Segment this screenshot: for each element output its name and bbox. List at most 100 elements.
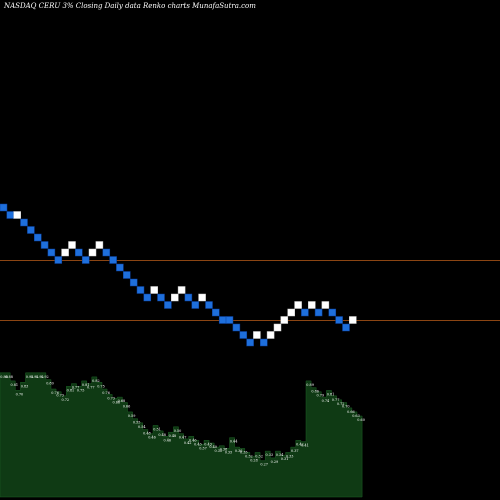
renko-brick-down: [260, 338, 268, 347]
chart-title: NASDAQ CERU 3% Closing Daily data Renko …: [3, 2, 256, 10]
volume-label: 0.55: [133, 421, 141, 425]
renko-brick-down: [184, 293, 193, 302]
volume-label: 0.48: [158, 433, 166, 437]
volume-label: 0.31: [281, 457, 289, 461]
volume-label: 0.88: [0, 375, 8, 379]
volume-label: 0.48: [143, 432, 151, 436]
volume-label: 0.33: [266, 453, 274, 457]
volume-label: 0.47: [179, 436, 187, 440]
volume-label: 0.46: [148, 436, 156, 440]
renko-brick-up: [253, 331, 261, 339]
renko-brick-down: [34, 233, 42, 242]
renko-brick-down: [54, 256, 63, 264]
volume-label: 0.92: [41, 375, 49, 379]
volume-label: 0.83: [21, 384, 29, 388]
volume-label: 0.86: [311, 390, 319, 394]
renko-brick-down: [239, 331, 248, 339]
volume-label: 0.70: [16, 392, 24, 396]
volume-label: 0.27: [260, 463, 268, 467]
renko-brick-down: [157, 293, 165, 302]
volume-label: 0.80: [46, 382, 54, 386]
volume-label: 0.54: [138, 425, 146, 429]
renko-brick-down: [136, 286, 145, 294]
volume-label: 0.79: [317, 394, 325, 398]
volume-label: 0.70: [342, 405, 350, 409]
volume-label: 0.89: [306, 383, 314, 387]
renko-brick-down: [212, 308, 220, 317]
volume-label: 0.82: [92, 379, 100, 383]
renko-brick-up: [198, 293, 206, 302]
renko-brick-down: [301, 308, 309, 317]
volume-label: 0.68: [118, 399, 126, 403]
renko-brick-up: [349, 316, 357, 324]
volume-label: 0.81: [327, 392, 335, 396]
renko-brick-up: [287, 308, 295, 317]
renko-brick-down: [20, 218, 28, 227]
volume-label: 0.92: [36, 375, 44, 379]
volume-label: 0.51: [153, 427, 161, 431]
renko-brick-up: [171, 293, 179, 302]
renko-brick-up: [308, 301, 316, 309]
renko-brick-down: [116, 263, 124, 272]
renko-brick-down: [123, 271, 131, 279]
volume-label: 0.75: [77, 388, 85, 392]
volume-label: 0.73: [107, 396, 115, 400]
volume-label: 0.77: [332, 398, 340, 402]
volume-label: 0.48: [169, 434, 177, 438]
renko-brick-up: [61, 248, 69, 257]
volume-label: 0.28: [250, 459, 258, 463]
renko-brick-down: [218, 316, 227, 324]
volume-label: 0.81: [67, 388, 75, 392]
volume-label: 0.35: [215, 449, 223, 453]
volume-label: 0.29: [271, 460, 279, 464]
volume-label: 0.77: [72, 386, 80, 390]
volume-label: 0.34: [276, 453, 284, 457]
volume-label: 0.66: [113, 400, 121, 404]
volume-label: 0.44: [230, 440, 238, 444]
volume-area: 0.880.880.810.700.830.920.920.920.920.80…: [0, 372, 365, 498]
renko-brick-down: [205, 301, 213, 309]
volume-label: 0.77: [87, 386, 95, 390]
level-lines: [0, 260, 500, 321]
volume-label: 0.37: [291, 449, 299, 453]
renko-brick-down: [81, 256, 90, 264]
renko-brick-up: [177, 286, 186, 294]
volume-label: 0.33: [286, 454, 294, 458]
volume-label: 0.66: [347, 410, 355, 414]
renko-brick-up: [294, 301, 302, 309]
volume-label: 0.88: [5, 375, 13, 379]
renko-brick-down: [232, 323, 241, 332]
renko-brick-up: [266, 331, 275, 339]
renko-brick-down: [75, 248, 83, 257]
renko-brick-down: [314, 308, 323, 317]
renko-brick-down: [0, 203, 8, 212]
volume-label: 0.37: [199, 446, 207, 450]
renko-brick-down: [342, 323, 350, 332]
renko-brick-up: [273, 323, 282, 332]
volume-label: 0.43: [204, 442, 212, 446]
renko-brick-down: [102, 248, 111, 257]
renko-brick-down: [225, 316, 234, 324]
volume-area-path: [0, 372, 363, 498]
volume-label: 0.81: [11, 383, 19, 387]
volume-label: 0.81: [82, 383, 90, 387]
renko-brick-down: [191, 301, 200, 309]
volume-label: 0.38: [220, 448, 228, 452]
volume-label: 0.74: [322, 399, 330, 403]
renko-bricks: [0, 203, 357, 347]
volume-label: 0.76: [51, 391, 59, 395]
volume-label: 0.46: [164, 438, 172, 442]
volume-label: 0.42: [296, 442, 304, 446]
volume-label: 0.66: [123, 405, 131, 409]
volume-label: 0.40: [209, 445, 217, 449]
renko-brick-up: [150, 286, 158, 294]
volume-label: 0.76: [102, 391, 110, 395]
volume-label: 0.43: [194, 442, 202, 446]
renko-brick-down: [143, 293, 152, 302]
renko-brick-down: [129, 278, 138, 287]
volume-label: 0.63: [352, 414, 360, 418]
volume-label: 0.59: [128, 414, 136, 418]
renko-brick-up: [95, 241, 104, 249]
